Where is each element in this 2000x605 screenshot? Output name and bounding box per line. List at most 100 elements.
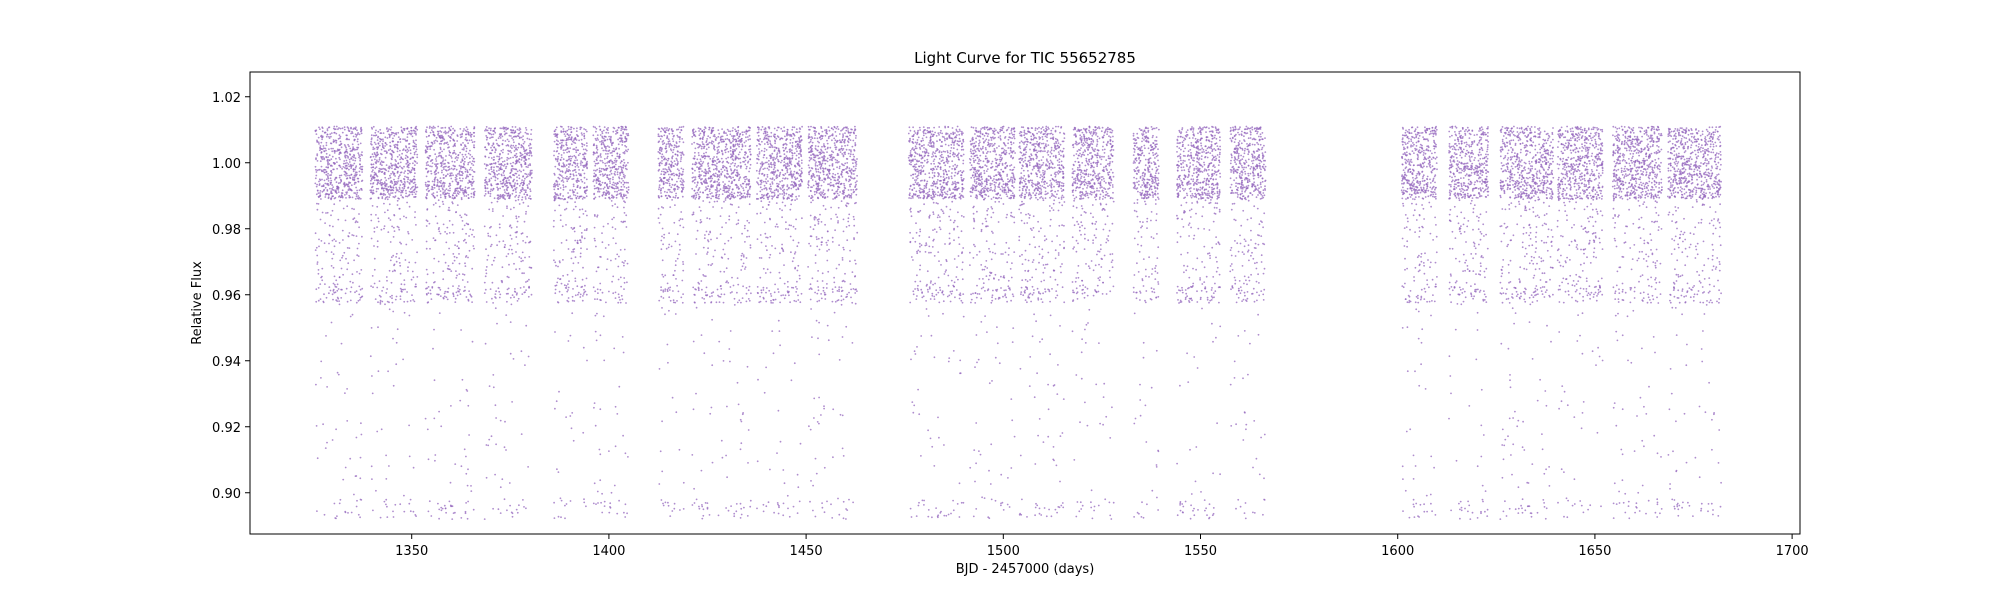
flux-point bbox=[400, 126, 403, 129]
flux-point bbox=[662, 168, 665, 171]
flux-point bbox=[389, 166, 391, 169]
flux-point bbox=[339, 166, 342, 169]
flux-point bbox=[560, 131, 563, 134]
flux-point bbox=[431, 286, 434, 288]
flux-point bbox=[703, 171, 705, 174]
flux-point bbox=[530, 293, 533, 296]
flux-point bbox=[386, 516, 389, 518]
flux-point bbox=[622, 173, 625, 176]
flux-point bbox=[530, 152, 532, 155]
flux-point bbox=[743, 192, 746, 195]
flux-point bbox=[503, 189, 506, 191]
flux-point bbox=[657, 133, 660, 136]
flux-point bbox=[602, 129, 605, 132]
flux-point bbox=[386, 151, 388, 154]
flux-point bbox=[373, 268, 376, 271]
flux-point bbox=[617, 187, 619, 190]
flux-point bbox=[584, 284, 586, 287]
flux-point bbox=[501, 135, 504, 138]
flux-point bbox=[413, 168, 416, 170]
flux-point bbox=[461, 132, 464, 135]
flux-point bbox=[441, 507, 444, 510]
flux-point bbox=[577, 291, 580, 294]
flux-point bbox=[336, 167, 338, 170]
flux-point bbox=[599, 159, 602, 162]
flux-point bbox=[613, 159, 616, 162]
flux-point bbox=[747, 298, 750, 300]
flux-point bbox=[515, 215, 518, 218]
flux-point bbox=[452, 253, 455, 255]
flux-point bbox=[341, 254, 344, 257]
flux-point bbox=[729, 185, 731, 188]
flux-point bbox=[506, 509, 508, 512]
flux-point bbox=[384, 185, 387, 188]
flux-point bbox=[668, 144, 671, 147]
flux-point bbox=[660, 173, 663, 176]
flux-point bbox=[611, 204, 614, 207]
flux-point bbox=[456, 181, 459, 184]
flux-point bbox=[370, 285, 372, 287]
flux-point bbox=[317, 272, 320, 275]
flux-point bbox=[718, 340, 721, 343]
flux-point bbox=[452, 285, 454, 287]
flux-point bbox=[621, 126, 624, 128]
flux-point bbox=[554, 331, 556, 333]
flux-point bbox=[657, 157, 660, 160]
flux-point bbox=[348, 168, 350, 171]
flux-point bbox=[371, 205, 374, 207]
flux-point bbox=[677, 290, 680, 293]
flux-point bbox=[427, 164, 430, 167]
flux-point bbox=[436, 191, 438, 194]
flux-point bbox=[438, 312, 441, 314]
flux-point bbox=[598, 190, 601, 193]
flux-point bbox=[494, 175, 496, 178]
flux-point bbox=[600, 167, 603, 170]
flux-point bbox=[341, 256, 343, 259]
flux-point bbox=[677, 161, 679, 163]
flux-point bbox=[586, 248, 588, 251]
flux-point bbox=[680, 158, 682, 160]
flux-point bbox=[622, 180, 624, 182]
flux-point bbox=[327, 163, 329, 166]
flux-point bbox=[673, 146, 676, 149]
flux-point bbox=[350, 126, 352, 129]
flux-point bbox=[395, 183, 398, 186]
flux-point bbox=[594, 330, 597, 333]
flux-point bbox=[485, 248, 487, 251]
flux-point bbox=[385, 150, 387, 153]
flux-point bbox=[394, 298, 397, 301]
flux-point bbox=[617, 138, 619, 141]
flux-point bbox=[568, 128, 570, 131]
flux-point bbox=[333, 131, 336, 134]
flux-point bbox=[338, 134, 341, 137]
flux-point bbox=[581, 299, 584, 302]
flux-point bbox=[402, 138, 404, 141]
flux-point bbox=[616, 512, 619, 515]
flux-point bbox=[415, 139, 417, 142]
flux-point bbox=[444, 159, 447, 162]
flux-point bbox=[408, 193, 411, 196]
flux-point bbox=[485, 126, 488, 128]
flux-point bbox=[335, 125, 338, 128]
flux-point bbox=[694, 294, 696, 296]
flux-point bbox=[360, 422, 362, 425]
flux-point bbox=[506, 288, 509, 291]
flux-point bbox=[673, 221, 676, 224]
flux-point bbox=[340, 174, 343, 177]
flux-point bbox=[626, 262, 629, 265]
flux-point bbox=[511, 147, 513, 150]
flux-point bbox=[443, 253, 445, 256]
flux-point bbox=[465, 232, 467, 235]
flux-point bbox=[727, 509, 730, 512]
flux-point bbox=[668, 184, 671, 187]
flux-point bbox=[459, 170, 461, 173]
flux-point bbox=[371, 275, 374, 277]
flux-point bbox=[404, 182, 406, 184]
flux-point bbox=[515, 236, 518, 238]
flux-point bbox=[371, 185, 374, 188]
flux-point bbox=[331, 439, 334, 441]
flux-point bbox=[487, 254, 490, 257]
flux-point bbox=[557, 265, 559, 268]
flux-point bbox=[432, 127, 434, 129]
flux-point bbox=[559, 159, 562, 162]
